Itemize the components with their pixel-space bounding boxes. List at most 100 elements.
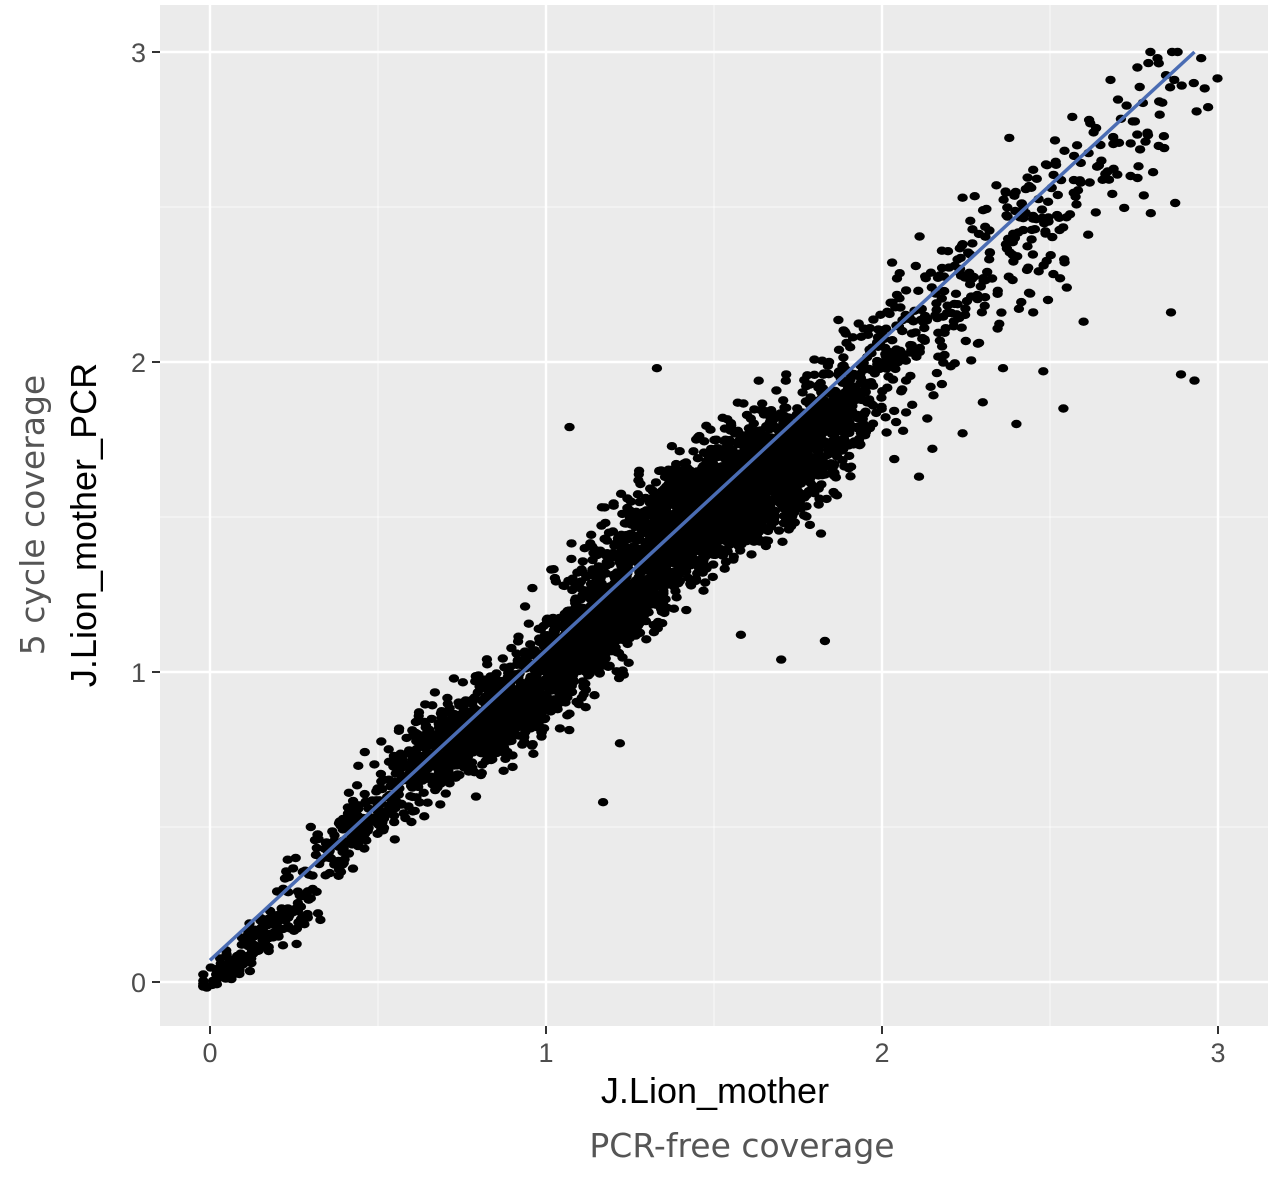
data-point [942, 301, 953, 310]
data-point [474, 721, 486, 730]
data-point [984, 255, 995, 264]
data-point [967, 239, 978, 248]
data-point [577, 590, 588, 600]
data-point [498, 743, 510, 752]
data-point [852, 410, 863, 420]
data-point [709, 435, 720, 445]
y-axis-subtitle: 5 cycle coverage [13, 375, 52, 655]
data-point [959, 310, 971, 320]
data-point [526, 646, 538, 656]
data-point [471, 744, 482, 753]
data-point [541, 619, 552, 628]
data-point [758, 438, 770, 447]
data-point [719, 424, 731, 433]
data-point [767, 475, 778, 484]
data-point [651, 364, 663, 373]
data-point [575, 584, 586, 593]
y-tick-label: 3 [131, 38, 146, 68]
data-point [1133, 162, 1144, 171]
data-point [482, 660, 493, 669]
data-point [610, 591, 621, 601]
data-point [746, 550, 757, 559]
data-point [1154, 110, 1165, 119]
data-point [1025, 289, 1036, 298]
data-point [1028, 308, 1039, 317]
data-point [613, 635, 625, 644]
data-point [376, 825, 387, 834]
x-tick-label: 1 [538, 1038, 553, 1068]
data-point [243, 951, 254, 960]
data-point [905, 340, 916, 350]
data-point [1013, 304, 1025, 313]
data-point [427, 701, 438, 710]
data-point [533, 720, 544, 730]
data-point [732, 398, 743, 407]
data-point [798, 511, 810, 520]
data-point [635, 479, 646, 489]
data-point [707, 531, 718, 541]
data-point [526, 741, 538, 750]
data-point [660, 579, 672, 588]
data-point [618, 619, 629, 629]
data-point [608, 604, 619, 613]
data-point [984, 248, 996, 257]
data-point [705, 476, 716, 485]
data-point [1145, 47, 1156, 57]
data-point [327, 827, 338, 836]
data-point [1078, 317, 1089, 326]
y-tick-label: 1 [131, 658, 146, 688]
y-tick-label: 2 [131, 348, 146, 378]
data-point [856, 395, 867, 405]
data-point [514, 660, 525, 669]
data-point [662, 569, 674, 578]
data-point [792, 487, 804, 496]
data-point [205, 963, 216, 972]
data-point [469, 693, 480, 702]
data-point [1054, 225, 1065, 235]
data-point [732, 512, 743, 521]
data-point [586, 592, 597, 601]
data-point [778, 511, 790, 521]
data-point [816, 480, 827, 489]
data-point [864, 423, 876, 433]
data-point [625, 497, 637, 506]
data-point [641, 575, 652, 584]
data-point [845, 422, 857, 431]
data-point [727, 464, 738, 473]
data-point [287, 864, 299, 873]
data-point [741, 410, 753, 420]
data-point [821, 494, 832, 504]
data-point [800, 463, 811, 472]
data-point [1008, 257, 1019, 266]
data-point [413, 737, 424, 746]
data-point [1029, 225, 1041, 234]
data-point [1121, 101, 1132, 110]
data-point [433, 772, 444, 782]
data-point [900, 286, 912, 295]
data-point [634, 497, 645, 507]
data-point [506, 736, 517, 746]
data-point [748, 419, 759, 428]
data-point [407, 807, 418, 816]
data-point [957, 429, 968, 438]
data-point [653, 557, 664, 567]
data-point [761, 501, 772, 510]
data-point [619, 582, 631, 592]
data-point [900, 408, 912, 417]
data-point [880, 343, 891, 353]
data-point [1170, 198, 1181, 208]
data-point [338, 858, 349, 868]
data-point [1007, 238, 1018, 247]
data-point [1007, 275, 1018, 285]
data-point [823, 357, 835, 367]
data-point [623, 658, 634, 667]
data-point [393, 726, 405, 735]
data-point [359, 747, 370, 757]
data-point [277, 941, 289, 950]
data-point [739, 472, 751, 481]
fit-line [208, 50, 1196, 962]
data-point [678, 548, 690, 557]
data-point [1145, 209, 1157, 218]
data-point [897, 426, 909, 435]
data-point [690, 519, 701, 528]
